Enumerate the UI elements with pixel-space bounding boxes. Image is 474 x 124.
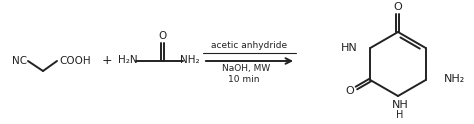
- Text: O: O: [393, 2, 402, 12]
- Text: O: O: [159, 31, 167, 41]
- Text: NH: NH: [392, 100, 409, 110]
- Text: 10 min: 10 min: [228, 75, 259, 83]
- Text: H₂N: H₂N: [118, 55, 138, 65]
- Text: HN: HN: [340, 43, 357, 53]
- Text: NH₂: NH₂: [444, 74, 465, 84]
- Text: O: O: [345, 86, 354, 96]
- Text: acetic anhydride: acetic anhydride: [211, 42, 288, 50]
- Text: NC: NC: [12, 56, 27, 66]
- Text: NH₂: NH₂: [180, 55, 200, 65]
- Text: H: H: [396, 110, 404, 120]
- Text: NaOH, MW: NaOH, MW: [222, 64, 271, 74]
- Text: COOH: COOH: [59, 56, 91, 66]
- Text: +: +: [102, 55, 112, 67]
